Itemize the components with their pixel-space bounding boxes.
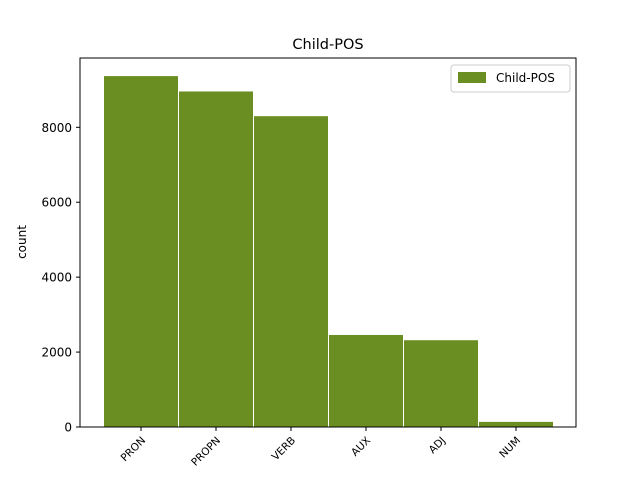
bar-verb <box>253 115 329 428</box>
bar-pron <box>103 75 179 428</box>
x-tick-label: PRON <box>119 435 149 465</box>
chart-title: Child-POS <box>292 37 363 53</box>
y-axis-label: count <box>15 225 29 259</box>
bar-propn <box>178 90 254 428</box>
y-tick-label: 4000 <box>41 271 72 285</box>
y-tick-label: 2000 <box>41 346 72 360</box>
x-axis-ticks: PRON PROPN VERB AUX ADJ NUM <box>119 427 523 469</box>
bars-group <box>103 75 554 428</box>
y-tick-label: 0 <box>64 421 72 435</box>
x-tick-label: AUX <box>349 435 373 459</box>
legend: Child-POS <box>450 64 571 93</box>
legend-swatch <box>458 72 486 83</box>
plot-frame <box>79 57 577 428</box>
bar-adj <box>403 339 479 428</box>
x-tick-label: NUM <box>497 435 523 461</box>
y-tick-label: 6000 <box>41 196 72 210</box>
bar-num <box>478 420 554 428</box>
x-tick-label: VERB <box>270 435 299 464</box>
y-axis-ticks: 0 2000 4000 6000 8000 <box>41 121 80 435</box>
y-tick-label: 8000 <box>41 121 72 135</box>
x-tick-label: PROPN <box>189 435 223 469</box>
bar-aux <box>328 333 404 428</box>
legend-box <box>450 64 571 93</box>
x-tick-label: ADJ <box>427 435 448 456</box>
legend-label: Child-POS <box>496 71 555 85</box>
